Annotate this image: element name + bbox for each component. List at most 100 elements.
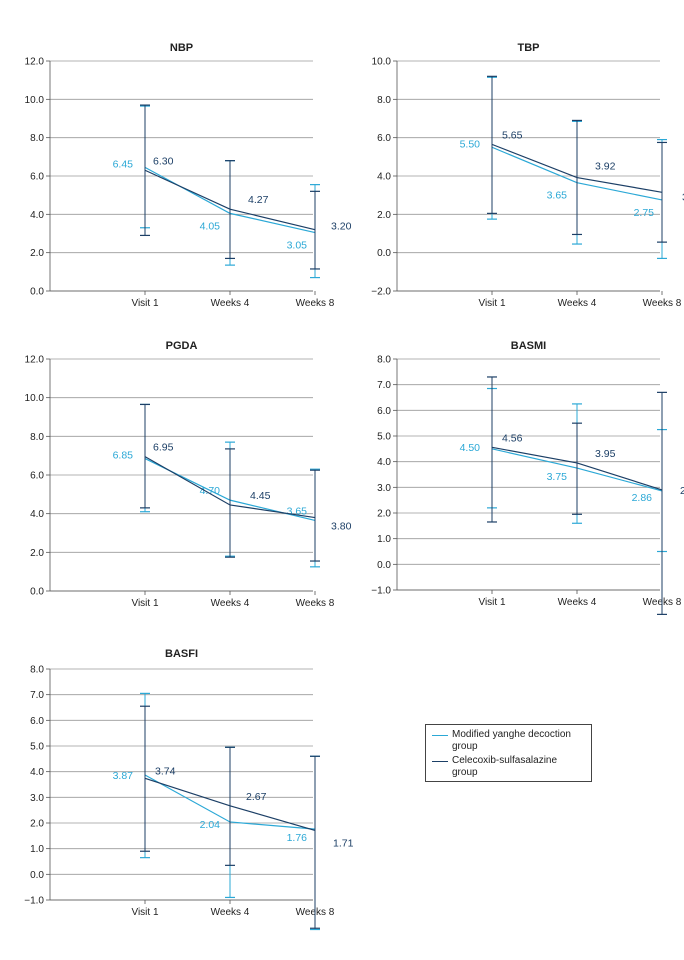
series-line-celecoxib: [144, 777, 316, 832]
data-label: 4.70: [200, 485, 221, 497]
legend-swatch-modified-yanghe: [432, 735, 448, 736]
y-tick-label: 4.0: [377, 457, 391, 468]
y-tick-label: 0.0: [30, 870, 44, 881]
series-line-celecoxib: [144, 169, 316, 231]
series-line-celecoxib: [491, 446, 663, 491]
x-tick-label: Visit 1: [478, 298, 505, 309]
x-tick-label: Weeks 4: [211, 907, 250, 918]
chart-title: PGDA: [166, 340, 198, 352]
data-label: 3.15: [682, 191, 684, 203]
y-tick-label: 6.0: [377, 406, 391, 417]
y-tick-label: 12.0: [25, 355, 45, 366]
y-tick-label: 6.0: [30, 172, 44, 183]
x-tick-label: Weeks 8: [643, 298, 682, 309]
y-tick-label: 0.0: [377, 248, 391, 259]
y-tick-label: 5.0: [30, 742, 44, 753]
data-label: 3.92: [595, 161, 616, 173]
data-label: 6.30: [153, 155, 174, 167]
x-tick-label: Weeks 4: [211, 298, 250, 309]
chart-title: NBP: [170, 42, 193, 54]
legend-item-modified-yanghe: Modified yanghe decoction group: [432, 729, 582, 753]
data-label: 6.95: [153, 442, 174, 454]
data-label: 3.87: [113, 770, 134, 782]
data-label: 3.80: [331, 521, 352, 533]
legend-label-modified-yanghe: Modified yanghe decoction group: [452, 729, 571, 752]
data-label: 6.45: [113, 158, 134, 170]
chart-title: TBP: [518, 42, 540, 54]
y-tick-label: 8.0: [377, 355, 391, 366]
x-tick-label: Weeks 8: [296, 298, 335, 309]
y-tick-label: 6.0: [30, 716, 44, 727]
legend-item-celecoxib: Celecoxib-sulfasalazine group: [432, 755, 582, 779]
y-tick-label: 8.0: [30, 665, 44, 676]
y-tick-label: 10.0: [25, 95, 45, 106]
data-label: 2.67: [246, 791, 267, 803]
y-tick-label: 7.0: [30, 690, 44, 701]
y-tick-label: 3.0: [30, 793, 44, 804]
data-label: 3.05: [287, 240, 308, 252]
data-label: 1.71: [333, 837, 354, 849]
data-label: 3.65: [547, 190, 568, 202]
y-tick-label: 0.0: [377, 560, 391, 571]
chart-title: BASFI: [165, 648, 198, 660]
y-tick-label: 4.0: [377, 172, 391, 183]
y-tick-label: 4.0: [30, 767, 44, 778]
chart-tbp: TBP −2.0 0.0 2.0 4.0 6.0 8.0 10.0 Visit 1 Weeks 4…: [371, 42, 684, 309]
chart-nbp: NBP 0.0 2.0 4.0 6.0 8.0 10.0 12.0 Visit 1 Weeks 4…: [25, 42, 352, 309]
data-label: 5.50: [460, 138, 481, 150]
y-tick-label: 6.0: [30, 471, 44, 482]
y-tick-label: 2.0: [30, 548, 44, 559]
data-label: 2.04: [200, 819, 221, 831]
y-tick-label: 4.0: [30, 509, 44, 520]
data-label: 4.27: [248, 194, 269, 206]
x-tick-label: Weeks 8: [296, 598, 335, 609]
y-tick-label: 6.0: [377, 133, 391, 144]
y-tick-label: 1.0: [30, 844, 44, 855]
y-tick-label: 7.0: [377, 380, 391, 391]
y-tick-label: 8.0: [30, 432, 44, 443]
y-tick-label: 10.0: [25, 393, 45, 404]
y-tick-label: 0.0: [30, 587, 44, 598]
data-label: 1.76: [287, 832, 308, 844]
data-label: 3.75: [547, 471, 568, 483]
data-label: 4.56: [502, 432, 523, 444]
data-label: 2.90: [680, 485, 684, 497]
legend-label-celecoxib: Celecoxib-sulfasalazine group: [452, 755, 558, 778]
x-tick-label: Visit 1: [478, 597, 505, 608]
y-tick-label: 12.0: [25, 57, 45, 68]
y-tick-label: 2.0: [30, 248, 44, 259]
x-tick-label: Weeks 4: [558, 597, 597, 608]
chart-pgda: PGDA 0.0 2.0 4.0 6.0 8.0 10.0 12.0 Visit 1 Weeks …: [25, 340, 352, 609]
data-label: 4.45: [250, 490, 271, 502]
x-tick-label: Weeks 4: [558, 298, 597, 309]
data-label: 3.20: [331, 221, 352, 233]
y-tick-label: 3.0: [377, 483, 391, 494]
x-tick-label: Visit 1: [131, 907, 158, 918]
y-tick-label: 0.0: [30, 287, 44, 298]
chart-basfi: BASFI −1.0 0.0 1.0 2.0 3.0 4.0 5.0 6.0 7.0 8.0 Visi…: [24, 648, 354, 931]
data-label: 2.86: [632, 492, 653, 504]
data-label: 6.85: [113, 450, 134, 462]
series-line-celecoxib: [144, 456, 316, 519]
data-label: 4.50: [460, 442, 481, 454]
y-tick-label: 8.0: [377, 95, 391, 106]
data-label: 2.75: [634, 207, 655, 219]
x-tick-label: Visit 1: [131, 598, 158, 609]
y-tick-label: 8.0: [30, 133, 44, 144]
y-tick-label: 1.0: [377, 534, 391, 545]
y-tick-label: 2.0: [30, 819, 44, 830]
legend: Modified yanghe decoction group Celecoxi…: [425, 724, 592, 782]
chart-basmi: BASMI −1.0 0.0 1.0 2.0 3.0 4.0 5.0 6.0 7.0 8.0 Visi…: [371, 340, 684, 615]
y-tick-label: 5.0: [377, 432, 391, 443]
y-tick-label: −1.0: [24, 896, 44, 907]
chart-title: BASMI: [511, 340, 546, 352]
y-tick-label: −2.0: [371, 287, 391, 298]
x-tick-label: Weeks 4: [211, 598, 250, 609]
y-tick-label: 10.0: [372, 57, 392, 68]
data-label: 5.65: [502, 129, 523, 141]
data-label: 3.74: [155, 765, 176, 777]
y-tick-label: 4.0: [30, 210, 44, 221]
legend-swatch-celecoxib: [432, 761, 448, 762]
data-label: 3.95: [595, 448, 616, 460]
